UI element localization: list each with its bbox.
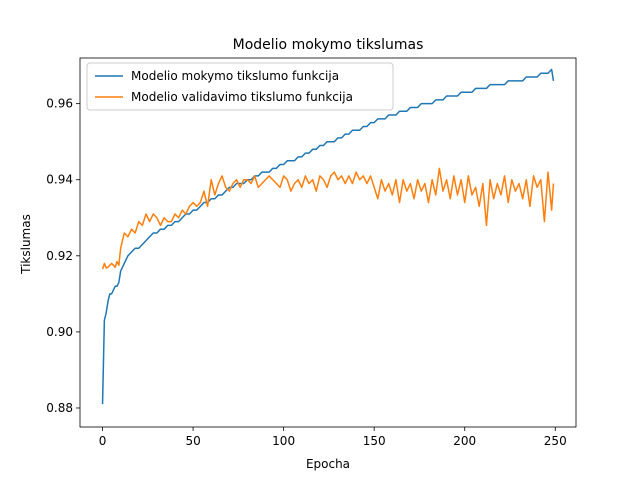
y-tick-label: 0.92 <box>46 249 73 263</box>
x-tick-label: 0 <box>99 434 107 448</box>
legend: Modelio mokymo tikslumo funkcija Modelio… <box>86 62 394 111</box>
legend-box <box>86 62 394 111</box>
chart-title: Modelio mokymo tikslumas <box>233 37 424 53</box>
y-tick-label: 0.88 <box>46 401 73 415</box>
x-tick-label: 200 <box>453 434 476 448</box>
x-tick-label: 250 <box>544 434 567 448</box>
x-tick-label: 50 <box>185 434 200 448</box>
y-axis-label: Tikslumas <box>19 214 33 275</box>
y-tick-label: 0.96 <box>46 97 73 111</box>
legend-label-validation: Modelio validavimo tikslumo funkcija <box>131 90 353 104</box>
axes-frame <box>79 57 577 428</box>
x-tick-label: 100 <box>272 434 295 448</box>
y-tick-label: 0.94 <box>46 173 73 187</box>
x-axis-label: Epocha <box>306 457 350 471</box>
legend-label-training: Modelio mokymo tikslumo funkcija <box>131 69 339 83</box>
plot-area: 0 50 100 150 200 250 0.88 0.90 0.92 0.94 0.96 <box>46 57 577 448</box>
series-line-training <box>101 68 555 405</box>
x-tick-label: 150 <box>363 434 386 448</box>
series-line-validation <box>101 167 555 270</box>
y-tick-label: 0.90 <box>46 325 73 339</box>
